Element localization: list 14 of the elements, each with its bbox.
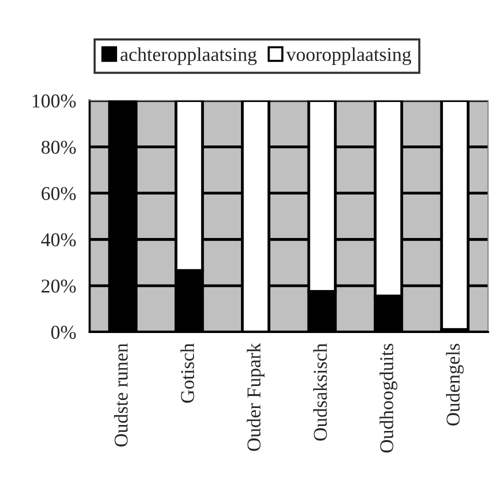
y-tick-label: 60%: [42, 186, 76, 200]
y-tick-label: 100%: [32, 94, 76, 108]
y-tick-label: 40%: [41, 233, 76, 246]
x-tick-label: Oudengels: [446, 344, 464, 426]
x-tick-label: Oudste runen: [114, 343, 128, 447]
legend-label: vooropplaatsing: [286, 47, 412, 66]
y-tick-label: 0%: [51, 326, 76, 339]
x-tick-label: Oudsaksisch: [313, 343, 327, 441]
x-tick-label: Oudhoogduits: [380, 344, 398, 452]
legend-label: achteropplaatsing: [120, 47, 257, 66]
y-tick-label: 80%: [42, 140, 76, 154]
y-tick-label: 20%: [42, 280, 76, 293]
x-tick-label: Ouder Fupark: [246, 343, 264, 451]
x-tick-label: Gotisch: [180, 343, 194, 403]
